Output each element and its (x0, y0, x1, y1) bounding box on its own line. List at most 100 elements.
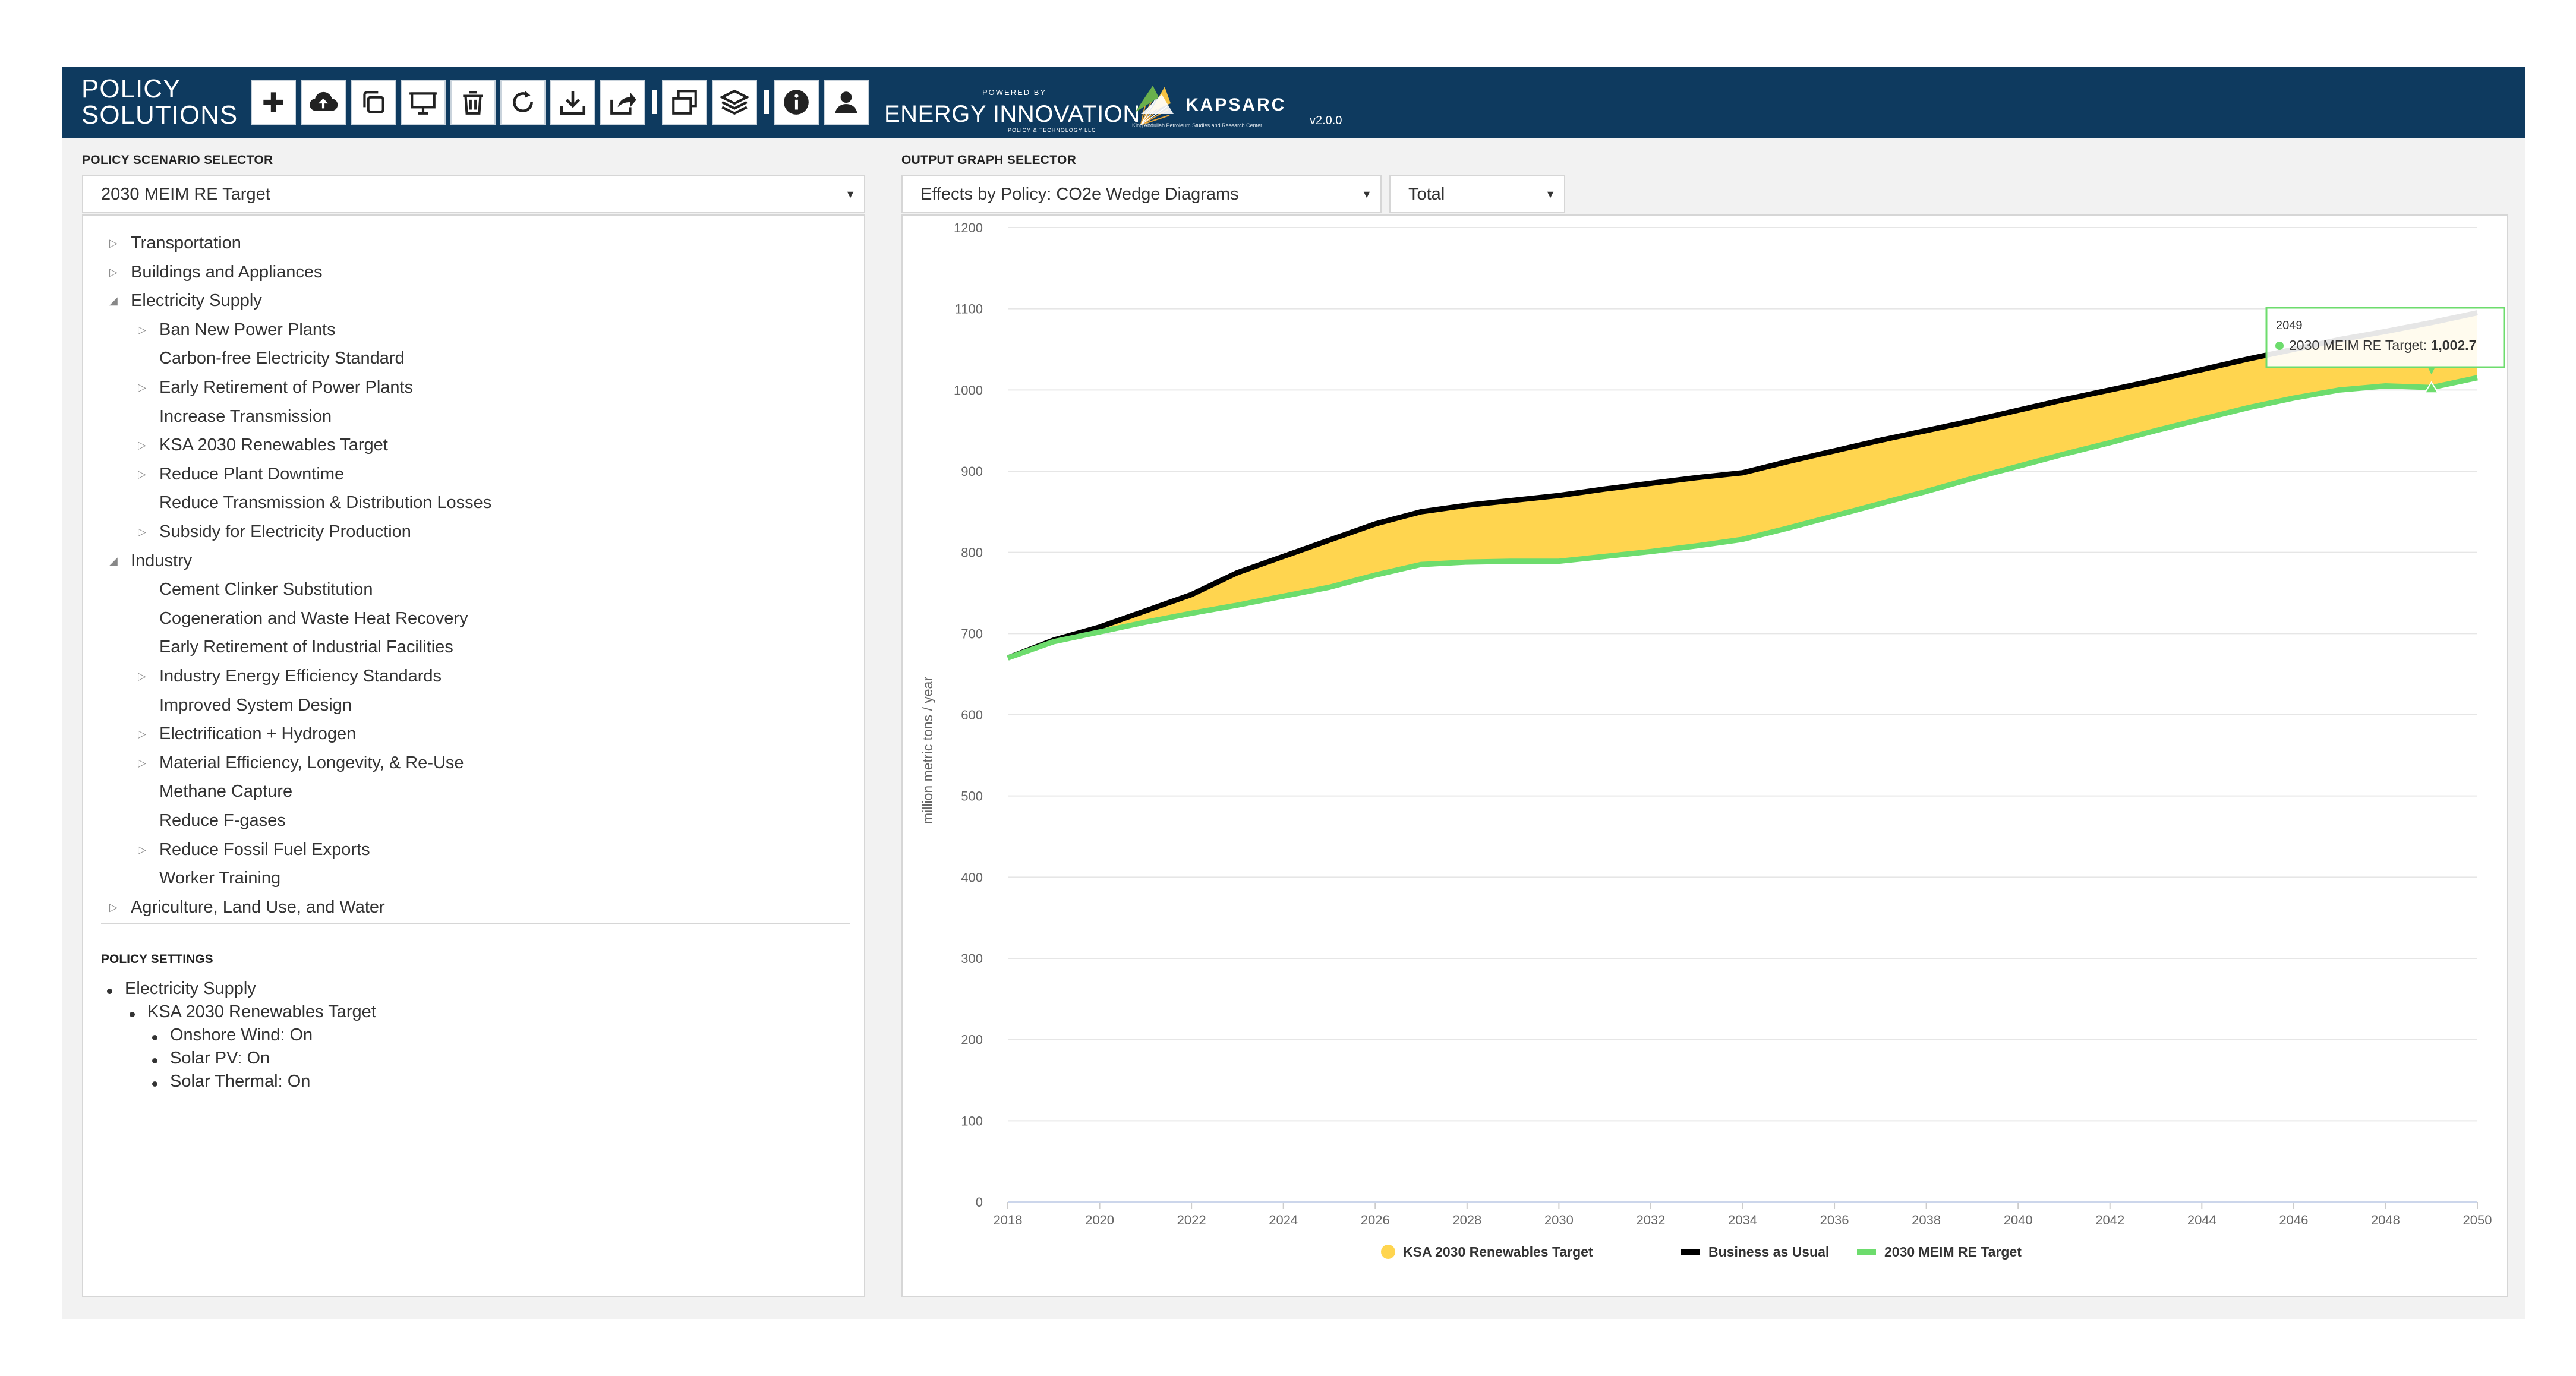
y-tick-label: 1000 (954, 383, 983, 397)
tree-item[interactable]: ▷ Subsidy for Electricity Production (83, 522, 856, 551)
series-line-2030-meim-re-target[interactable] (1007, 375, 2478, 661)
sector-total-select[interactable]: Total ▼ (1389, 175, 1565, 213)
sector-total-select-value: Total (1408, 185, 1445, 204)
tree-item[interactable]: ▷ Buildings and Appliances (83, 263, 856, 292)
tree-item[interactable]: ▷ Transportation (83, 233, 856, 263)
tree-item[interactable]: Carbon-free Electricity Standard (83, 349, 856, 378)
tree-item[interactable]: Cogeneration and Waste Heat Recovery (83, 609, 856, 638)
scenario-select[interactable]: 2030 MEIM RE Target ▼ (82, 175, 865, 213)
policy-tree[interactable]: ▷ Transportation ▷ Buildings and Appliances… (83, 216, 865, 923)
tree-item[interactable]: Reduce F-gases (83, 811, 856, 840)
legend-label-ksa-2030-renewables-target: KSA 2030 Renewables Target (1403, 1244, 1593, 1260)
tree-item-label: Reduce F-gases (159, 811, 286, 830)
y-tick-label: 1200 (954, 220, 983, 235)
app-logo[interactable]: POLICY SOLUTIONS (81, 76, 238, 128)
caret-collapsed-icon[interactable]: ▷ (109, 237, 118, 249)
graph-type-select[interactable]: Effects by Policy: CO2e Wedge Diagrams ▼ (901, 175, 1382, 213)
caret-collapsed-icon[interactable]: ▷ (138, 468, 146, 480)
tree-item[interactable]: ▷ Reduce Fossil Fuel Exports (83, 840, 856, 869)
caret-expanded-icon[interactable]: ◢ (109, 295, 118, 307)
y-tick-label: 100 (961, 1113, 983, 1128)
tree-item-label: Material Efficiency, Longevity, & Re-Use (159, 753, 464, 772)
caret-collapsed-icon[interactable]: ▷ (138, 756, 146, 769)
layers-icon (720, 89, 749, 115)
x-tick-label: 2034 (1728, 1213, 1757, 1227)
x-tick-label: 2022 (1177, 1213, 1206, 1227)
caret-collapsed-icon[interactable]: ▷ (138, 381, 146, 393)
tree-item[interactable]: ▷ Reduce Plant Downtime (83, 465, 856, 494)
download-button[interactable] (550, 80, 595, 125)
policy-tree-panel: ▷ Transportation ▷ Buildings and Appliances… (82, 214, 865, 1297)
share-button[interactable] (600, 80, 645, 125)
chart-panel: 0 100 200 300 400 500 600 700 800 900 1000 1100 1200… (901, 214, 2508, 1297)
wedge-area-ksa-2030[interactable] (1008, 313, 2477, 658)
caret-expanded-icon[interactable]: ◢ (109, 554, 118, 567)
tree-item-label: Industry (131, 551, 193, 570)
reset-button[interactable] (500, 80, 546, 125)
tree-item[interactable]: ▷ Industry Energy Efficiency Standards (83, 667, 856, 696)
legend-swatch-business-as-usual (1681, 1249, 1700, 1255)
user-icon (835, 91, 857, 113)
tree-item[interactable]: Early Retirement of Industrial Facilitie… (83, 637, 856, 667)
tree-item[interactable]: ▷ Ban New Power Plants (83, 320, 856, 349)
caret-collapsed-icon[interactable]: ▷ (138, 323, 146, 336)
tree-item-label: Methane Capture (159, 782, 293, 801)
caret-collapsed-icon[interactable]: ▷ (138, 439, 146, 452)
tree-item[interactable]: ▷ Early Retirement of Power Plants (83, 378, 856, 407)
tree-item[interactable]: Cement Clinker Substitution (83, 580, 856, 609)
tree-item[interactable]: ▷ Electrification + Hydrogen (83, 724, 856, 753)
tree-item-label: Carbon-free Electricity Standard (159, 349, 405, 368)
copy-button[interactable] (351, 80, 396, 125)
tree-item-label: Electrification + Hydrogen (159, 724, 357, 744)
output-graph-selector-label: OUTPUT GRAPH SELECTOR (901, 153, 1077, 167)
header-bar: POLICY SOLUTIONS (62, 67, 2525, 138)
y-tick-label: 200 (961, 1033, 983, 1047)
caret-collapsed-icon[interactable]: ▷ (138, 843, 146, 856)
panel-divider (101, 923, 850, 924)
refresh-icon (513, 91, 533, 112)
delete-button[interactable] (450, 80, 496, 125)
caret-collapsed-icon[interactable]: ▷ (138, 670, 146, 682)
layers-button[interactable] (712, 80, 757, 125)
x-tick-label: 2046 (2279, 1213, 2308, 1227)
tree-item-label: Ban New Power Plants (159, 320, 336, 339)
tree-item[interactable]: ▷ Agriculture, Land Use, and Water (83, 898, 856, 923)
toolbar-separator (652, 90, 657, 114)
tree-item-label: Reduce Plant Downtime (159, 464, 345, 484)
tree-item-label: Electricity Supply (131, 291, 262, 311)
tree-item[interactable]: Improved System Design (83, 696, 856, 725)
tooltip-dot-icon (2275, 342, 2284, 350)
tree-item-label: Industry Energy Efficiency Standards (159, 667, 442, 686)
caret-collapsed-icon[interactable]: ▷ (138, 728, 146, 740)
add-scenario-button[interactable] (251, 80, 296, 125)
tree-item[interactable]: ▷ Material Efficiency, Longevity, & Re-Us… (83, 753, 856, 782)
info-button[interactable] (774, 80, 819, 125)
tree-item[interactable]: ◢ Industry (83, 551, 856, 580)
tree-item[interactable]: Worker Training (83, 869, 856, 898)
scenario-select-value: 2030 MEIM RE Target (101, 185, 270, 204)
tree-item-label: Buildings and Appliances (131, 262, 323, 282)
tree-item[interactable]: ◢ Electricity Supply (83, 291, 856, 320)
series-line-business-as-usual[interactable] (1007, 310, 2478, 661)
legend-swatch-2030-meim-re-target (1857, 1249, 1876, 1255)
cloud-upload-button[interactable] (301, 80, 346, 125)
caret-collapsed-icon[interactable]: ▷ (109, 901, 118, 913)
tree-item[interactable]: ▷ KSA 2030 Renewables Target (83, 435, 856, 465)
presentation-button[interactable] (401, 80, 446, 125)
user-button[interactable] (824, 80, 869, 125)
y-tick-label: 300 (961, 951, 983, 966)
y-tick-label: 700 (961, 626, 983, 641)
bullet-icon (152, 1035, 157, 1040)
tree-item[interactable]: Methane Capture (83, 782, 856, 811)
policy-settings-label: POLICY SETTINGS (101, 952, 213, 966)
tree-item-label: Cement Clinker Substitution (159, 580, 373, 599)
wedge-chart[interactable]: 0 100 200 300 400 500 600 700 800 900 1000 1100 1200… (903, 216, 2509, 1298)
policy-setting-item: Solar Thermal: On (170, 1072, 311, 1091)
window-button[interactable] (662, 80, 707, 125)
legend-swatch-ksa-2030-renewables-target (1381, 1245, 1395, 1259)
tree-item[interactable]: Reduce Transmission & Distribution Losse… (83, 493, 856, 522)
tree-item[interactable]: Increase Transmission (83, 407, 856, 436)
caret-collapsed-icon[interactable]: ▷ (138, 526, 146, 538)
caret-collapsed-icon[interactable]: ▷ (109, 266, 118, 278)
tree-item-label: Improved System Design (159, 695, 352, 715)
